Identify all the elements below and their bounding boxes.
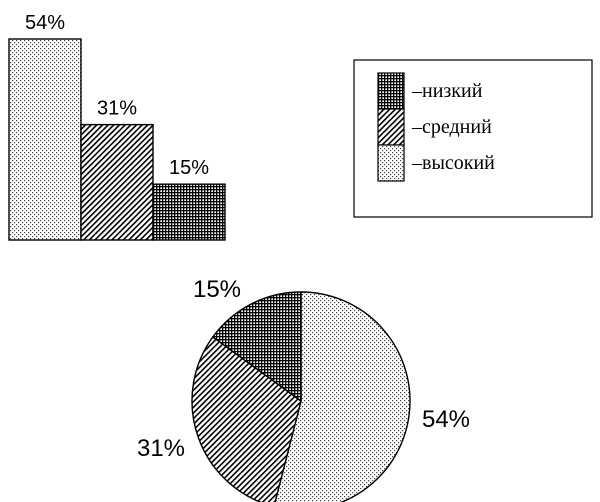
bar-высокий: [8, 38, 82, 241]
pie-slice-высокий: [274, 291, 411, 502]
pie-chart: 54% 31% 15%: [137, 276, 470, 502]
pie-value-label: 15%: [193, 276, 241, 303]
legend-entry-text: высокий: [422, 152, 495, 174]
legend-dash: –: [411, 116, 423, 138]
bar-value-label: 54%: [25, 12, 65, 34]
bar-низкий: [152, 183, 226, 241]
bar-value-label: 31%: [97, 98, 137, 120]
legend-swatch-низкий: [377, 72, 405, 110]
legend-swatch-средний: [377, 108, 405, 146]
pie-value-label: 54%: [422, 406, 470, 433]
bar-value-label: 15%: [169, 157, 209, 179]
legend-label-высокий: –высокий: [411, 152, 495, 174]
bar-средний: [80, 123, 154, 241]
legend-dash: –: [411, 152, 423, 174]
legend-dash: –: [411, 80, 423, 102]
legend-swatch-высокий: [377, 144, 405, 182]
legend-label-средний: –средний: [411, 116, 492, 138]
legend-label-низкий: –низкий: [411, 80, 483, 102]
legend: –низкий–средний–высокий: [353, 59, 593, 218]
legend-box: [353, 59, 593, 218]
legend-entry-text: средний: [422, 116, 492, 138]
pie-slice-средний: [191, 335, 302, 502]
pie-slice-низкий: [211, 291, 302, 403]
pie-value-label: 31%: [137, 435, 185, 462]
bar-chart: 54% 31% 15%: [8, 12, 226, 241]
legend-entry-text: низкий: [422, 80, 483, 102]
